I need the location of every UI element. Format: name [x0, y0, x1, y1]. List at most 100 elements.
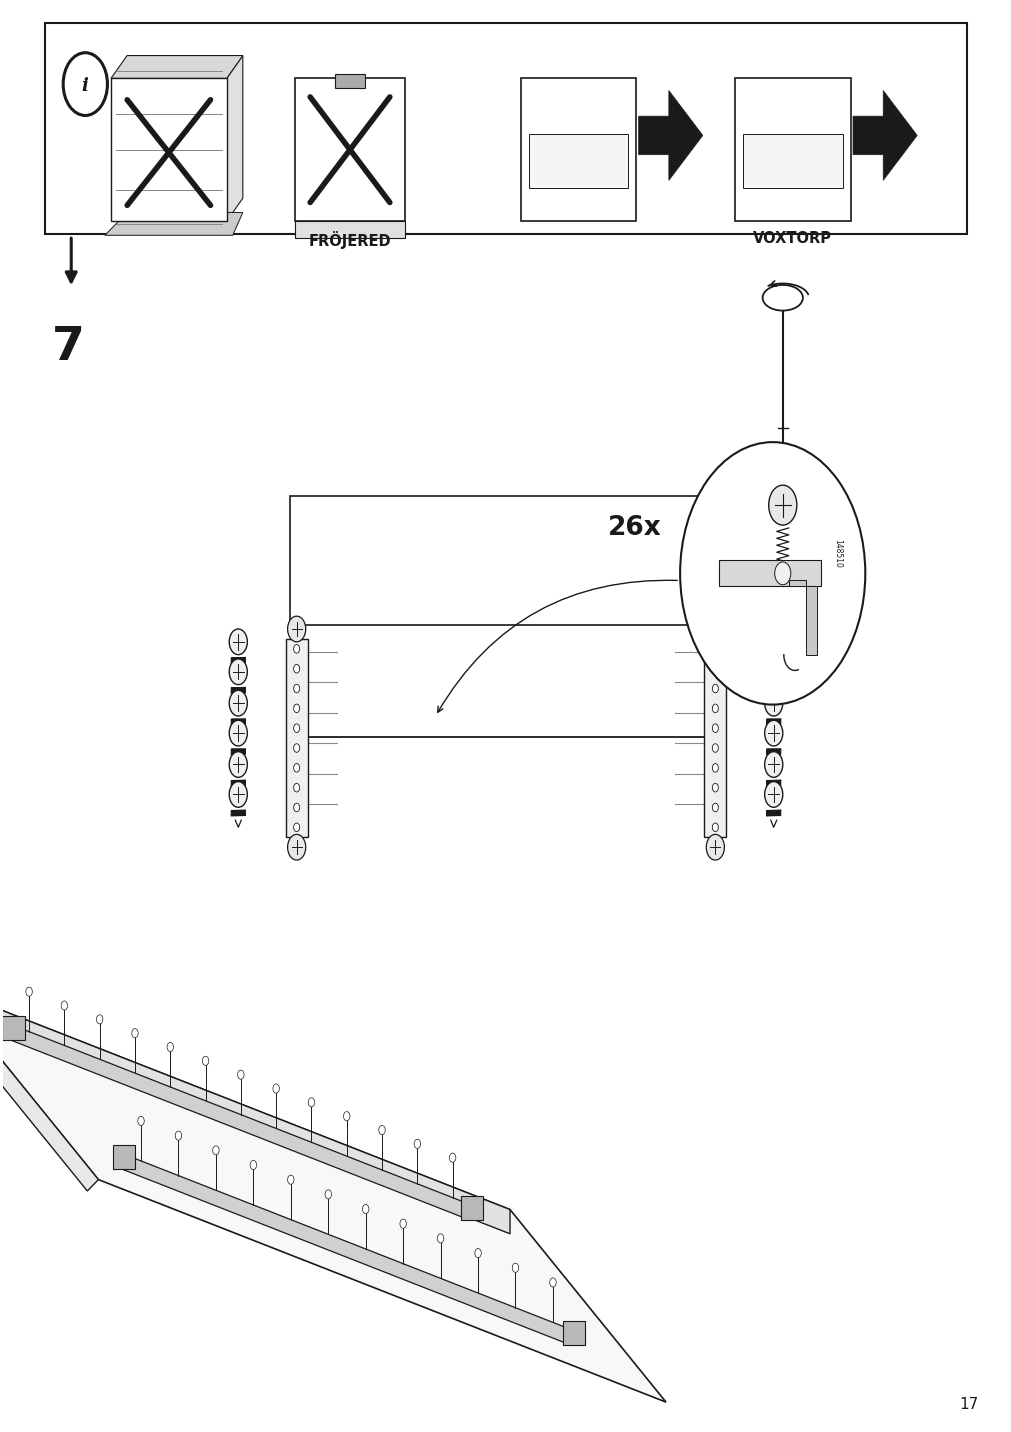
Circle shape: [449, 1153, 455, 1163]
Circle shape: [768, 485, 796, 526]
Text: 26x: 26x: [608, 514, 661, 541]
Circle shape: [378, 1126, 385, 1134]
Circle shape: [250, 1160, 257, 1170]
Polygon shape: [0, 987, 510, 1234]
Polygon shape: [742, 135, 842, 188]
Bar: [718, 560, 820, 587]
Circle shape: [26, 987, 32, 997]
Circle shape: [413, 1140, 421, 1148]
Polygon shape: [520, 79, 636, 221]
Polygon shape: [226, 56, 243, 221]
Circle shape: [712, 644, 718, 653]
Text: 148510: 148510: [832, 540, 841, 569]
Circle shape: [229, 752, 247, 778]
Polygon shape: [0, 987, 98, 1191]
Polygon shape: [0, 987, 665, 1402]
Circle shape: [293, 684, 299, 693]
Circle shape: [293, 803, 299, 812]
Circle shape: [325, 1190, 332, 1199]
Circle shape: [712, 803, 718, 812]
Circle shape: [437, 1234, 444, 1243]
Polygon shape: [294, 221, 405, 238]
Circle shape: [229, 690, 247, 716]
Circle shape: [712, 725, 718, 733]
Circle shape: [764, 752, 782, 778]
Circle shape: [293, 763, 299, 772]
Circle shape: [293, 725, 299, 733]
Polygon shape: [734, 79, 850, 221]
Circle shape: [764, 720, 782, 746]
Circle shape: [273, 1084, 279, 1093]
Text: VOXTORP: VOXTORP: [752, 231, 831, 246]
Polygon shape: [294, 79, 405, 221]
Circle shape: [764, 659, 782, 684]
Polygon shape: [113, 1146, 135, 1170]
Polygon shape: [528, 135, 628, 188]
Circle shape: [706, 616, 724, 642]
Circle shape: [679, 442, 864, 705]
Circle shape: [764, 782, 782, 808]
Text: FRÖJERED: FRÖJERED: [308, 231, 391, 249]
Circle shape: [229, 659, 247, 684]
Circle shape: [764, 629, 782, 654]
Circle shape: [764, 690, 782, 716]
Circle shape: [287, 835, 305, 861]
Circle shape: [61, 1001, 68, 1010]
Polygon shape: [852, 90, 916, 180]
Polygon shape: [285, 639, 307, 838]
Ellipse shape: [762, 285, 802, 311]
Polygon shape: [111, 79, 226, 221]
Bar: [45, 23, 966, 233]
Circle shape: [212, 1146, 219, 1154]
Circle shape: [287, 616, 305, 642]
Circle shape: [774, 561, 790, 584]
Circle shape: [293, 664, 299, 673]
Circle shape: [362, 1204, 369, 1213]
Circle shape: [96, 1015, 103, 1024]
Polygon shape: [11, 1025, 470, 1220]
Polygon shape: [704, 639, 726, 838]
Circle shape: [167, 1042, 173, 1051]
Circle shape: [712, 705, 718, 713]
Text: 7: 7: [52, 325, 85, 371]
Circle shape: [706, 835, 724, 861]
Polygon shape: [335, 74, 365, 89]
Circle shape: [229, 629, 247, 654]
Circle shape: [202, 1057, 208, 1065]
Polygon shape: [2, 1017, 24, 1041]
Circle shape: [712, 783, 718, 792]
Circle shape: [229, 720, 247, 746]
Circle shape: [712, 763, 718, 772]
Text: i: i: [82, 76, 89, 95]
Circle shape: [343, 1111, 350, 1121]
Polygon shape: [638, 90, 702, 180]
Circle shape: [175, 1131, 182, 1140]
Circle shape: [474, 1249, 481, 1257]
Circle shape: [287, 1176, 294, 1184]
Circle shape: [549, 1277, 556, 1287]
Circle shape: [131, 1028, 139, 1038]
Circle shape: [399, 1219, 406, 1229]
Bar: [289, 497, 732, 624]
Polygon shape: [111, 56, 243, 79]
Circle shape: [712, 743, 718, 752]
Polygon shape: [122, 1154, 571, 1346]
Polygon shape: [789, 580, 816, 654]
Circle shape: [63, 53, 107, 116]
Circle shape: [293, 783, 299, 792]
Circle shape: [512, 1263, 519, 1272]
Polygon shape: [461, 1196, 483, 1220]
Circle shape: [293, 644, 299, 653]
Text: 17: 17: [958, 1398, 978, 1412]
Circle shape: [229, 782, 247, 808]
Circle shape: [293, 823, 299, 832]
Circle shape: [137, 1117, 145, 1126]
Circle shape: [293, 743, 299, 752]
Polygon shape: [105, 212, 243, 235]
Circle shape: [293, 705, 299, 713]
Circle shape: [712, 823, 718, 832]
Polygon shape: [562, 1322, 584, 1346]
Circle shape: [712, 664, 718, 673]
Circle shape: [238, 1070, 244, 1080]
Circle shape: [308, 1098, 314, 1107]
